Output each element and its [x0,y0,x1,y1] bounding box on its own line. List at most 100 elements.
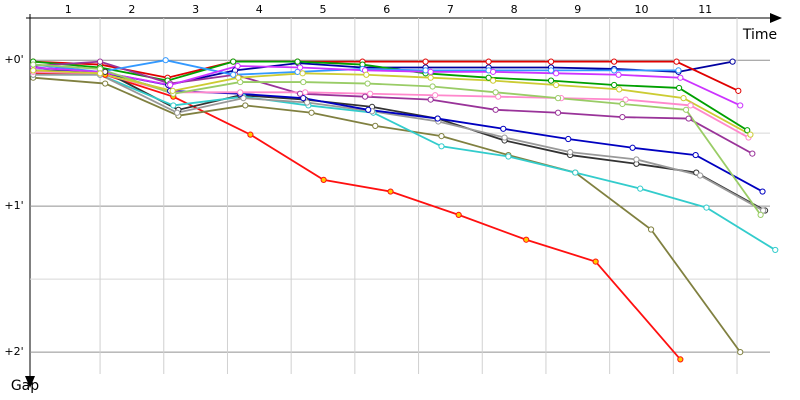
series-line [33,65,741,107]
point [547,77,555,84]
point [174,109,181,116]
point [611,81,618,89]
point [485,74,492,81]
series-line [33,69,763,193]
point [619,114,626,121]
point [429,83,436,90]
point [432,92,439,99]
point [30,67,37,74]
point [611,67,618,74]
point [489,68,497,75]
point [572,169,579,176]
point [387,188,394,195]
point [735,87,742,94]
point [296,90,304,97]
lap-label: 11 [698,3,712,16]
point [102,68,109,75]
point [96,70,104,77]
lap-label: 9 [574,3,581,16]
point [675,67,682,74]
point [757,211,764,219]
point [553,70,560,77]
point [760,207,767,214]
point [434,115,441,122]
point [30,61,37,68]
point [308,109,315,116]
lap-label: 4 [256,3,263,16]
point [692,151,699,159]
y-tick-label: +1' [4,199,23,212]
point [302,89,309,96]
point [296,64,304,71]
point [170,102,177,109]
point [677,74,684,81]
point [234,62,241,70]
point [365,106,372,113]
point [501,134,508,141]
point [759,188,766,195]
series-line [33,63,762,216]
point [438,132,445,140]
point [300,78,307,86]
lap-label: 7 [447,3,454,16]
point [320,176,327,183]
point [492,89,499,96]
lap-label: 1 [65,3,72,16]
point [772,246,779,254]
point [687,102,694,109]
point [438,143,445,150]
point [547,58,555,65]
point [294,58,301,65]
point [554,109,562,116]
point [729,58,736,65]
point [235,74,242,81]
point [492,106,499,113]
series-line [33,60,753,155]
point [696,172,704,179]
point [685,115,692,122]
gap-arrow [25,376,35,388]
series-line [33,73,776,251]
point [427,96,434,103]
point [363,71,370,78]
point [242,102,249,109]
point [675,84,683,92]
point [361,93,369,100]
series-line [33,73,764,212]
y-tick-label: +2' [4,345,23,358]
point [553,81,560,89]
point [622,96,629,103]
point [237,89,244,96]
lap-label: 5 [320,3,327,16]
point [737,349,744,356]
point [629,144,636,151]
series-line [33,72,682,360]
point [495,93,502,100]
point [677,356,684,363]
point [240,95,247,102]
point [616,86,623,93]
point [747,131,754,138]
point [749,150,756,157]
y-tick-label: +0' [4,53,23,66]
point [489,77,497,84]
point [682,106,690,113]
point [637,185,644,192]
lap-label: 6 [383,3,390,16]
point [737,102,744,109]
point [567,149,574,156]
point [422,67,429,74]
point [554,95,562,102]
point [673,58,680,65]
point [102,80,109,87]
point [247,131,254,138]
point [96,58,104,65]
point [422,58,429,65]
lap-label: 8 [511,3,518,16]
point [299,70,306,77]
point [744,127,751,134]
point [230,71,237,78]
point [565,135,572,143]
point [364,80,371,87]
